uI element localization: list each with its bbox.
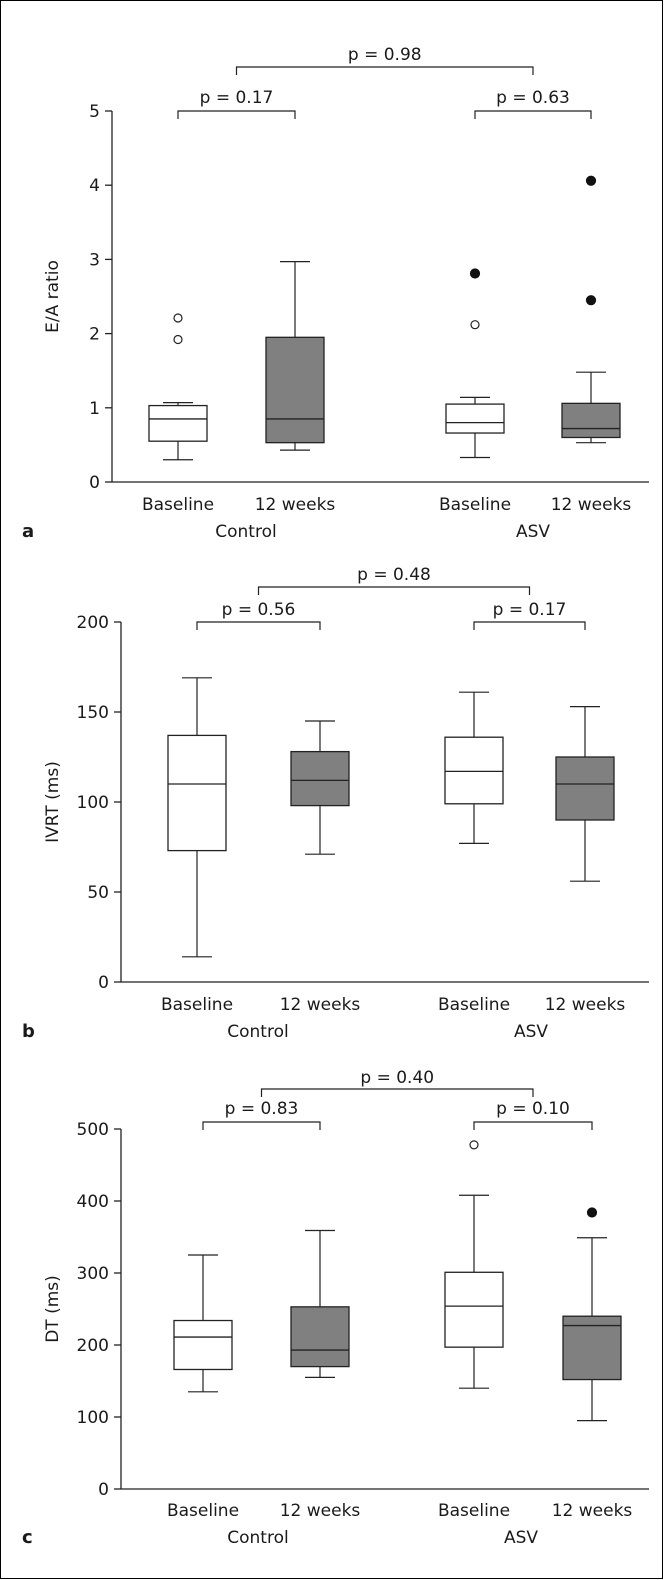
box-0 — [173, 1254, 233, 1393]
iqr-box — [167, 734, 227, 852]
group-label: ASV — [516, 522, 550, 542]
box-2 — [444, 1140, 504, 1389]
group-label: Control — [215, 522, 276, 542]
box-2 — [444, 691, 504, 845]
p-value-label: p = 0.17 — [493, 600, 567, 620]
box-1 — [290, 720, 350, 855]
panel-a: 0 1 2 3 4 5 E/A ratio Baseline 12 weeks Baseline 1… — [22, 45, 649, 542]
significance-bracket — [260, 1088, 534, 1097]
outlier-filled — [469, 268, 481, 279]
box-3 — [562, 1207, 622, 1422]
y-axis-label: IVRT (ms) — [43, 761, 63, 843]
y-tick-label: 400 — [77, 1192, 109, 1212]
significance-bracket — [474, 110, 592, 119]
outlier-filled — [586, 1207, 598, 1218]
panel-label: c — [22, 1527, 33, 1548]
p-value-label: p = 0.17 — [200, 88, 274, 108]
iqr-box — [444, 736, 504, 805]
iqr-box — [265, 336, 325, 444]
x-category-label: Baseline — [142, 495, 214, 515]
box-3 — [555, 705, 615, 882]
y-tick-label: 5 — [89, 102, 100, 122]
x-category-label: Baseline — [438, 995, 510, 1015]
x-category-label: Baseline — [161, 995, 233, 1015]
significance-bracket — [177, 110, 296, 119]
panel-label: b — [22, 1021, 35, 1042]
iqr-box — [290, 1306, 350, 1368]
panel-label: a — [22, 521, 34, 542]
y-tick-label: 3 — [89, 250, 100, 270]
y-tick-label: 1 — [89, 399, 100, 419]
y-tick-label: 4 — [89, 176, 100, 196]
x-category-label: Baseline — [438, 1501, 510, 1521]
p-value-label: p = 0.40 — [360, 1068, 434, 1088]
y-tick-label: 100 — [77, 793, 109, 813]
outlier-filled — [585, 295, 597, 306]
p-value-label: p = 0.63 — [496, 88, 570, 108]
p-value-label: p = 0.10 — [496, 1099, 570, 1119]
y-tick-label: 2 — [89, 325, 100, 345]
y-tick-label: 150 — [77, 703, 109, 723]
x-category-label: 12 weeks — [552, 1501, 633, 1521]
box-0 — [148, 313, 208, 461]
significance-bracket — [473, 1121, 593, 1130]
p-value-label: p = 0.98 — [348, 45, 422, 65]
significance-bracket — [473, 621, 586, 630]
x-category-label: Baseline — [167, 1501, 239, 1521]
iqr-box — [148, 404, 208, 442]
outlier-open — [470, 320, 480, 330]
x-category-label: Baseline — [439, 495, 511, 515]
iqr-box — [445, 403, 505, 434]
group-label: Control — [227, 1022, 288, 1042]
box-3 — [561, 175, 621, 444]
x-category-label: 12 weeks — [551, 495, 632, 515]
significance-bracket — [202, 1121, 321, 1130]
y-tick-label: 200 — [77, 1336, 109, 1356]
y-axis-label: DT (ms) — [43, 1275, 63, 1343]
box-0 — [167, 677, 227, 958]
y-tick-label: 0 — [98, 1480, 109, 1500]
significance-bracket — [257, 586, 531, 595]
iqr-box — [173, 1319, 233, 1371]
y-tick-label: 100 — [77, 1408, 109, 1428]
y-axis-label: E/A ratio — [43, 260, 63, 333]
y-tick-label: 0 — [98, 973, 109, 993]
iqr-box — [562, 1315, 622, 1381]
group-label: ASV — [514, 1022, 548, 1042]
x-category-label: 12 weeks — [545, 995, 626, 1015]
iqr-box — [290, 750, 350, 807]
group-label: Control — [227, 1528, 288, 1548]
p-value-label: p = 0.56 — [222, 600, 296, 620]
x-category-label: 12 weeks — [255, 495, 336, 515]
iqr-box — [555, 756, 615, 821]
significance-bracket — [196, 621, 321, 630]
iqr-box — [561, 402, 621, 439]
p-value-label: p = 0.83 — [225, 1099, 299, 1119]
y-tick-label: 500 — [77, 1120, 109, 1140]
y-tick-label: 300 — [77, 1264, 109, 1284]
iqr-box — [444, 1271, 504, 1348]
box-2 — [445, 268, 505, 459]
p-value-label: p = 0.48 — [357, 565, 431, 585]
x-category-label: 12 weeks — [280, 1501, 361, 1521]
outlier-open — [173, 334, 183, 345]
y-tick-label: 200 — [77, 613, 109, 633]
panel-b: 0 50 100 150 200 IVRT (ms) Baseline 12 weeks Bas… — [22, 565, 649, 1042]
outlier-filled — [585, 175, 597, 186]
panel-c: 0 100 200 300 400 500 DT (ms) Baseline 12 weeks B… — [22, 1068, 649, 1548]
outlier-open — [469, 1140, 479, 1150]
x-category-label: 12 weeks — [280, 995, 361, 1015]
group-label: ASV — [504, 1528, 538, 1548]
significance-bracket — [235, 66, 534, 75]
box-1 — [290, 1229, 350, 1379]
outlier-open — [173, 313, 183, 323]
box-1 — [265, 261, 325, 451]
y-tick-label: 0 — [89, 473, 100, 493]
y-tick-label: 50 — [87, 883, 109, 903]
